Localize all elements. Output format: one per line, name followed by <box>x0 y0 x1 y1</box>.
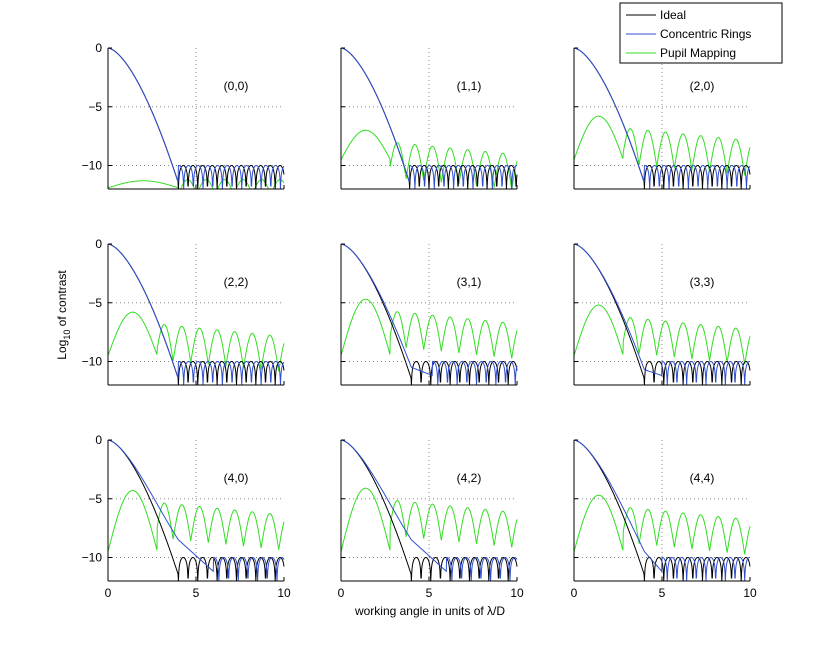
series-concentric-rings <box>340 47 518 190</box>
series-pupil-mapping <box>573 304 751 365</box>
panel-0: 0 −5 −10 (0,0) <box>82 41 285 190</box>
series-pupil-mapping <box>340 129 518 190</box>
x-tick-label: 10 <box>510 586 524 600</box>
series-pupil-mapping <box>107 311 285 372</box>
series-ideal <box>340 243 518 386</box>
series-pupil-mapping <box>573 494 751 555</box>
panel-label: (0,0) <box>224 79 249 93</box>
series-ideal <box>340 439 518 582</box>
y-axis-label-main: Log <box>55 340 69 360</box>
y-tick-label: −10 <box>82 355 103 369</box>
series-concentric-rings <box>340 243 518 386</box>
panel-3: 0 −5 −10 (2,2) <box>82 237 285 386</box>
x-tick-label: 0 <box>338 586 345 600</box>
panel-8: 0 5 10 (4,4) <box>571 439 757 600</box>
panel-6: 0 −5 −10 0 5 10 (4,0) <box>82 433 291 600</box>
x-axis-label: working angle in units of λ/D <box>354 604 505 618</box>
y-tick-label: −10 <box>82 551 103 565</box>
panel-label: (1,1) <box>457 79 482 93</box>
y-tick-label: 0 <box>95 237 102 251</box>
series-concentric-rings <box>573 439 751 582</box>
y-tick-label: 0 <box>95 433 102 447</box>
series-pupil-mapping <box>107 490 285 552</box>
panel-label: (4,2) <box>457 471 482 485</box>
y-tick-label: −5 <box>88 100 102 114</box>
panel-1: (1,1) <box>340 47 518 190</box>
series-concentric-rings <box>107 243 285 386</box>
series-pupil-mapping <box>573 115 751 176</box>
panel-label: (4,4) <box>690 471 715 485</box>
series-concentric-rings <box>573 47 751 190</box>
series-concentric-rings <box>107 47 285 190</box>
legend: Ideal Concentric Rings Pupil Mapping <box>619 2 783 64</box>
series-concentric-rings <box>340 439 518 582</box>
panel-label: (3,3) <box>690 275 715 289</box>
y-tick-label: −10 <box>82 159 103 173</box>
series-concentric-rings <box>107 439 285 582</box>
panel-5: (3,3) <box>573 243 751 386</box>
panel-4: (3,1) <box>340 243 518 386</box>
series-pupil-mapping <box>340 487 518 552</box>
x-tick-label: 0 <box>571 586 578 600</box>
y-axis-label-sub: 10 <box>62 330 72 340</box>
legend-entry: Pupil Mapping <box>660 46 736 60</box>
panel-label: (2,0) <box>690 79 715 93</box>
panel-2: (2,0) <box>573 47 751 190</box>
x-tick-label: 5 <box>193 586 200 600</box>
y-axis-label: Log10 of contrast <box>55 270 72 360</box>
panel-label: (4,0) <box>224 471 249 485</box>
y-tick-label: 0 <box>95 41 102 55</box>
legend-entry: Concentric Rings <box>660 27 751 41</box>
x-tick-label: 0 <box>105 586 112 600</box>
y-tick-label: −5 <box>88 492 102 506</box>
series-pupil-mapping <box>340 298 518 359</box>
panel-7: 0 5 10 (4,2) <box>338 439 524 600</box>
y-tick-label: −5 <box>88 296 102 310</box>
panel-label: (3,1) <box>457 275 482 289</box>
x-tick-label: 5 <box>426 586 433 600</box>
x-tick-label: 5 <box>659 586 666 600</box>
x-tick-label: 10 <box>277 586 291 600</box>
series-ideal <box>107 439 285 582</box>
panel-label: (2,2) <box>224 275 249 289</box>
x-tick-label: 10 <box>743 586 757 600</box>
y-axis-label-rest: of contrast <box>55 270 69 330</box>
legend-entry: Ideal <box>660 8 686 22</box>
series-concentric-rings <box>573 243 751 386</box>
